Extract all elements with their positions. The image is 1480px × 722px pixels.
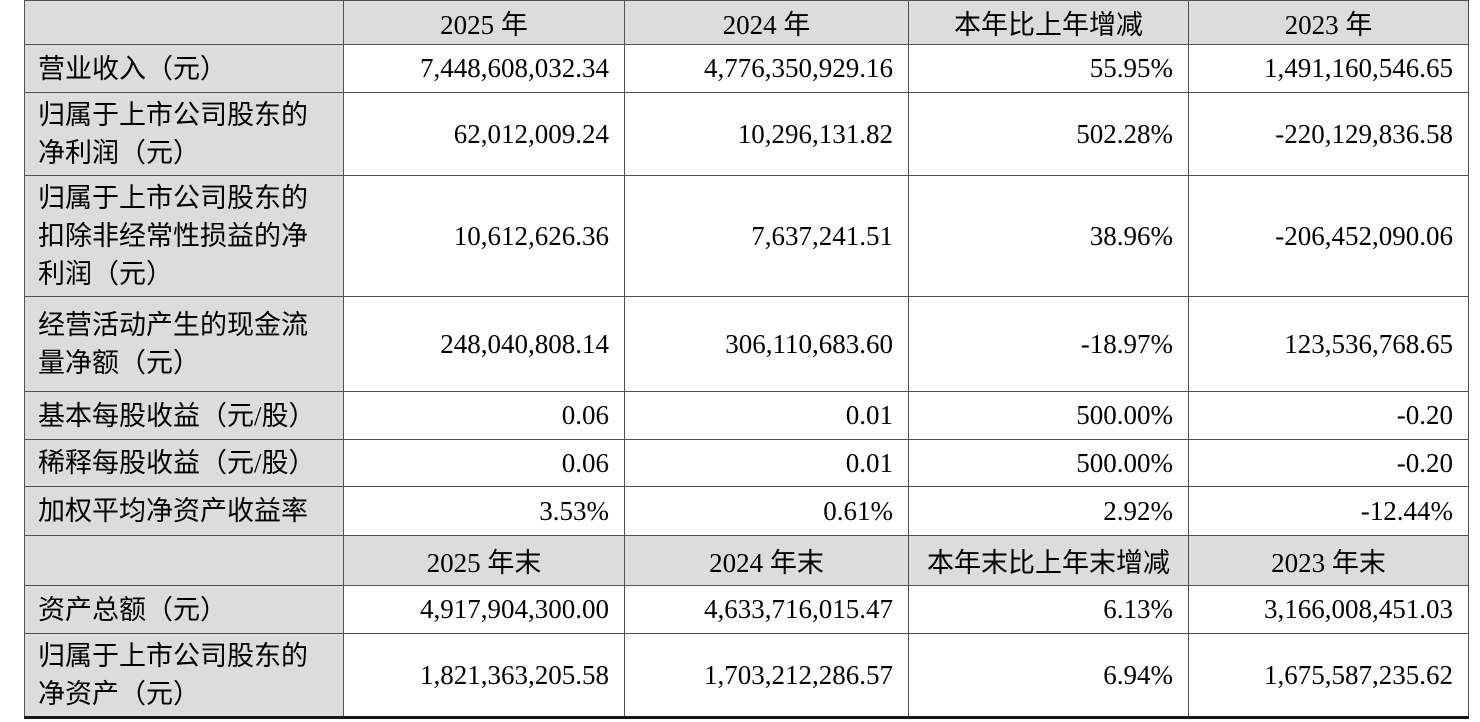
row-label: 稀释每股收益（元/股）	[24, 439, 344, 487]
row-label: 归属于上市公司股东的 扣除非经常性损益的净 利润（元）	[24, 175, 344, 297]
column-header: 2025 年末	[343, 535, 625, 586]
cell-value: 7,637,241.51	[624, 175, 909, 297]
row-label: 基本每股收益（元/股）	[24, 391, 344, 440]
table-row: 营业收入（元） 7,448,608,032.34 4,776,350,929.16 5…	[24, 44, 1469, 93]
row-label: 归属于上市公司股东的 净利润（元）	[24, 92, 344, 176]
table-row: 归属于上市公司股东的 扣除非经常性损益的净 利润（元） 10,612,626.36…	[24, 175, 1469, 297]
financial-summary-table: 2025 年 2024 年本年比上年增减 2023 年营业收入（元） 7,448,60…	[24, 0, 1469, 719]
cell-value: 6.13%	[908, 585, 1189, 634]
table-row: 稀释每股收益（元/股） 0.06 0.01 500.00% -0.20	[24, 439, 1469, 487]
cell-value: 3,166,008,451.03	[1188, 585, 1469, 634]
row-label: 加权平均净资产收益率	[24, 486, 344, 536]
cell-value: 1,491,160,546.65	[1188, 44, 1469, 93]
cell-value: 0.06	[343, 391, 625, 440]
cell-value: 123,536,768.65	[1188, 296, 1469, 392]
column-header: 2023 年	[1188, 0, 1469, 45]
corner-cell	[24, 535, 344, 586]
cell-value: 6.94%	[908, 633, 1189, 718]
row-label: 归属于上市公司股东的 净资产（元）	[24, 633, 344, 718]
cell-value: 4,917,904,300.00	[343, 585, 625, 634]
cell-value: 1,821,363,205.58	[343, 633, 625, 718]
cell-value: 502.28%	[908, 92, 1189, 176]
cell-value: 10,296,131.82	[624, 92, 909, 176]
cell-value: 500.00%	[908, 391, 1189, 440]
cell-value: 3.53%	[343, 486, 625, 536]
row-label: 资产总额（元）	[24, 585, 344, 634]
column-header: 2023 年末	[1188, 535, 1469, 586]
cell-value: -206,452,090.06	[1188, 175, 1469, 297]
cell-value: 38.96%	[908, 175, 1189, 297]
cell-value: -18.97%	[908, 296, 1189, 392]
header-row: 2025 年末 2024 年末 本年末比上年末增减 2023 年末	[24, 535, 1469, 586]
cell-value: -0.20	[1188, 391, 1469, 440]
column-header: 本年比上年增减	[908, 0, 1189, 45]
cell-value: 306,110,683.60	[624, 296, 909, 392]
cell-value: 62,012,009.24	[343, 92, 625, 176]
column-header: 2025 年	[343, 0, 625, 45]
cell-value: 0.06	[343, 439, 625, 487]
cell-value: 0.61%	[624, 486, 909, 536]
header-row: 2025 年 2024 年本年比上年增减 2023 年	[24, 0, 1469, 45]
cell-value: 7,448,608,032.34	[343, 44, 625, 93]
cell-value: 2.92%	[908, 486, 1189, 536]
cell-value: 4,776,350,929.16	[624, 44, 909, 93]
table-row: 加权平均净资产收益率 3.53% 0.61% 2.92% -12.44%	[24, 486, 1469, 536]
cell-value: 55.95%	[908, 44, 1189, 93]
row-label: 经营活动产生的现金流 量净额（元）	[24, 296, 344, 392]
cell-value: -220,129,836.58	[1188, 92, 1469, 176]
cell-value: 4,633,716,015.47	[624, 585, 909, 634]
corner-cell	[24, 0, 344, 45]
cell-value: -12.44%	[1188, 486, 1469, 536]
table-body: 2025 年 2024 年本年比上年增减 2023 年营业收入（元） 7,448,60…	[24, 0, 1469, 718]
table-row: 资产总额（元） 4,917,904,300.00 4,633,716,015.47 6…	[24, 585, 1469, 634]
cell-value: 0.01	[624, 391, 909, 440]
cell-value: -0.20	[1188, 439, 1469, 487]
cell-value: 10,612,626.36	[343, 175, 625, 297]
cell-value: 500.00%	[908, 439, 1189, 487]
table-row: 归属于上市公司股东的 净资产（元） 1,821,363,205.58 1,703,2…	[24, 633, 1469, 718]
table-row: 经营活动产生的现金流 量净额（元） 248,040,808.14 306,110,6…	[24, 296, 1469, 392]
cell-value: 1,675,587,235.62	[1188, 633, 1469, 718]
cell-value: 1,703,212,286.57	[624, 633, 909, 718]
table-row: 基本每股收益（元/股） 0.06 0.01 500.00% -0.20	[24, 391, 1469, 440]
column-header: 2024 年	[624, 0, 909, 45]
row-label: 营业收入（元）	[24, 44, 344, 93]
cell-value: 248,040,808.14	[343, 296, 625, 392]
column-header: 本年末比上年末增减	[908, 535, 1189, 586]
column-header: 2024 年末	[624, 535, 909, 586]
table-row: 归属于上市公司股东的 净利润（元） 62,012,009.24 10,296,131…	[24, 92, 1469, 176]
cell-value: 0.01	[624, 439, 909, 487]
